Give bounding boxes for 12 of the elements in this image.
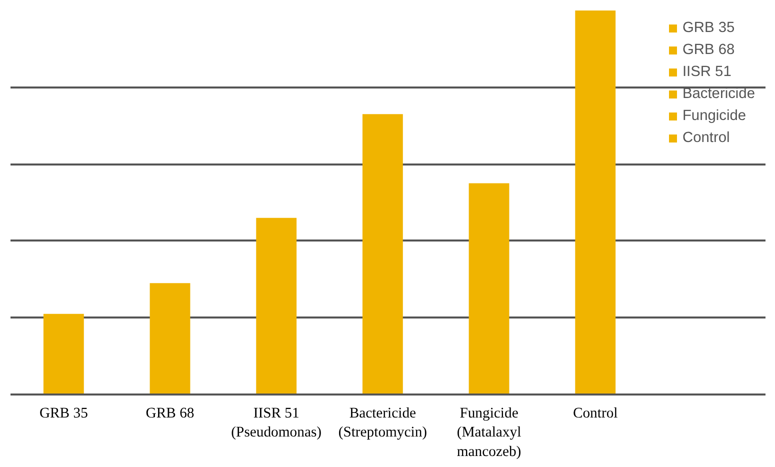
x-tick-label: Fungicide (Matalaxyl mancozeb) [456,406,522,460]
legend-label: Fungicide [682,108,746,124]
legend-label: GRB 68 [682,42,735,58]
x-tick-label: GRB 35 [39,406,88,422]
legend-label: Bactericide [682,86,755,102]
x-tick-label: Bactericide (Streptomycin) [338,406,428,441]
legend-label: IISR 51 [682,64,732,80]
legend-label: GRB 35 [682,20,735,36]
x-tick-label: Control [572,406,618,422]
x-tick-label: GRB 68 [146,406,194,422]
x-tick-label: IISR 51 (Pseudomonas) [231,406,322,441]
legend-label: Control [682,130,730,146]
